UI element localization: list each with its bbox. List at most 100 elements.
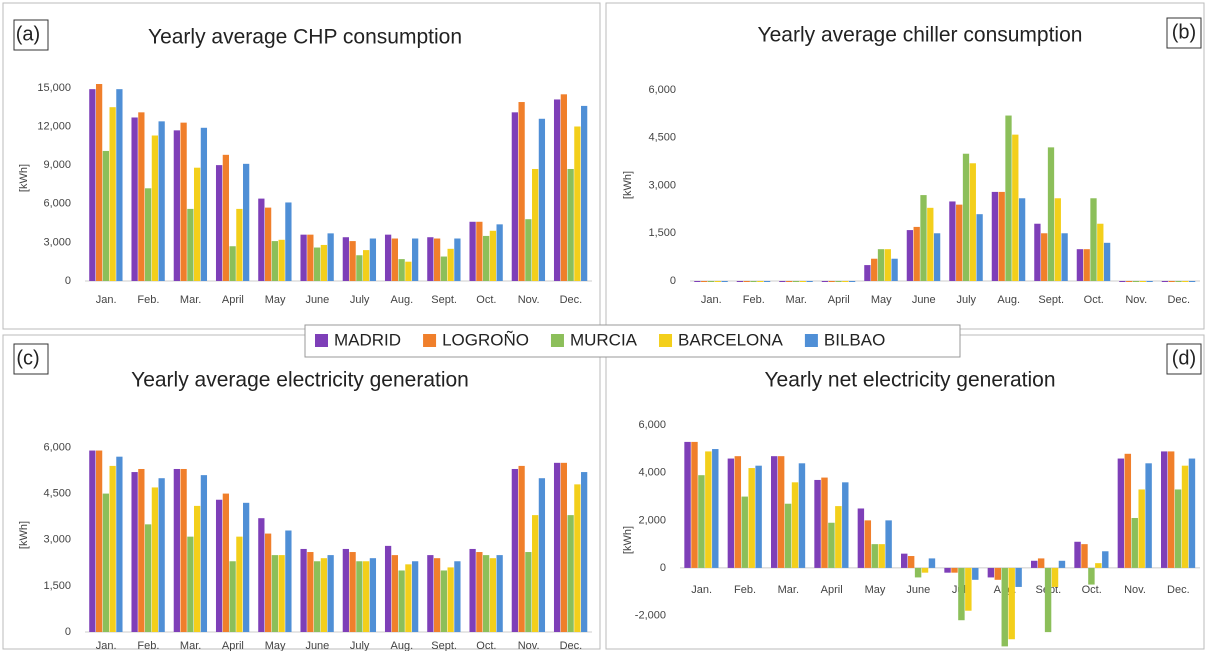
bar (363, 250, 370, 281)
bar (1161, 281, 1169, 282)
bar (913, 226, 920, 281)
bar (698, 475, 705, 568)
bar (736, 281, 744, 282)
bar (469, 548, 476, 632)
legend-label: BILBAO (824, 330, 885, 349)
series (705, 451, 1189, 640)
bar (496, 224, 503, 281)
bar (1181, 465, 1189, 568)
bar (102, 150, 110, 281)
bar (842, 482, 849, 568)
bar (264, 207, 272, 281)
bar (694, 281, 701, 282)
bar (574, 484, 581, 632)
bar (356, 255, 363, 281)
bar (243, 163, 250, 281)
bar (560, 462, 567, 632)
bar (1188, 281, 1196, 282)
chart-title: Yearly average CHP consumption (148, 26, 462, 49)
series (712, 449, 1196, 587)
bar (1174, 489, 1182, 568)
bar (427, 555, 434, 632)
x-tick-label: Nov. (1124, 584, 1146, 596)
bar (1018, 198, 1026, 281)
x-tick-label: Feb. (743, 294, 765, 306)
bar (1126, 281, 1133, 282)
legend-label: MURCIA (570, 330, 638, 349)
x-tick-label: Jan. (96, 640, 117, 651)
y-tick-label: 0 (65, 626, 71, 638)
bar (1074, 541, 1081, 568)
x-tick-label: Jan. (691, 584, 712, 596)
bar (1044, 567, 1052, 633)
x-tick-label: June (305, 640, 329, 651)
bar (864, 520, 872, 568)
panel-label-box (1166, 343, 1202, 375)
y-tick-label: 6,000 (43, 441, 71, 453)
bar (906, 230, 914, 281)
bar (581, 105, 588, 282)
y-tick-label: -2,000 (635, 609, 666, 621)
bar (398, 259, 405, 281)
bar (89, 89, 96, 281)
bar (956, 204, 963, 281)
bar (285, 530, 292, 632)
bar (187, 536, 194, 632)
x-tick-label: Aug. (997, 294, 1020, 306)
y-tick-label: 4,500 (648, 132, 676, 144)
bar (532, 515, 539, 632)
bar (1005, 115, 1012, 281)
bar (786, 281, 793, 282)
bar (1041, 233, 1048, 281)
bar (236, 536, 243, 632)
bar (806, 281, 813, 282)
bar (857, 508, 865, 568)
x-tick-label: May (265, 294, 286, 306)
bar (891, 258, 898, 281)
bar (369, 558, 377, 632)
series (707, 115, 1182, 282)
bar (1031, 560, 1038, 568)
bar (1097, 223, 1104, 281)
bar (701, 281, 708, 282)
bar (412, 238, 419, 281)
bar (928, 558, 936, 568)
bar (828, 281, 835, 282)
bar (229, 246, 236, 281)
bar (901, 553, 908, 568)
x-tick-label: Mar. (778, 584, 799, 596)
bar (1167, 451, 1175, 568)
bar (469, 221, 476, 281)
bar (258, 518, 265, 632)
bar (356, 561, 363, 632)
bar (1119, 281, 1126, 282)
bar (821, 281, 829, 282)
bar (871, 258, 878, 281)
x-tick-label: Oct. (1082, 584, 1102, 596)
panel-label: (d) (1172, 347, 1196, 369)
bar (391, 555, 398, 632)
bar (835, 506, 842, 568)
x-tick-label: Oct. (1084, 294, 1104, 306)
bar (173, 468, 180, 632)
bar (327, 233, 334, 281)
bar (707, 281, 715, 282)
y-tick-label: 0 (65, 275, 71, 287)
panel-label: (b) (1172, 21, 1196, 43)
x-tick-label: Nov. (518, 294, 540, 306)
bar (1083, 249, 1090, 281)
bar (907, 556, 915, 568)
bar (243, 502, 250, 632)
x-tick-label: Sept. (431, 640, 457, 651)
y-tick-label: 1,500 (43, 580, 71, 592)
bar (511, 112, 518, 282)
bar (871, 544, 878, 568)
bar (482, 555, 490, 632)
bar (1145, 463, 1152, 568)
bar (278, 555, 285, 632)
x-tick-label: Feb. (734, 584, 756, 596)
bar (511, 468, 518, 632)
bar (138, 112, 145, 282)
bar (405, 261, 412, 281)
